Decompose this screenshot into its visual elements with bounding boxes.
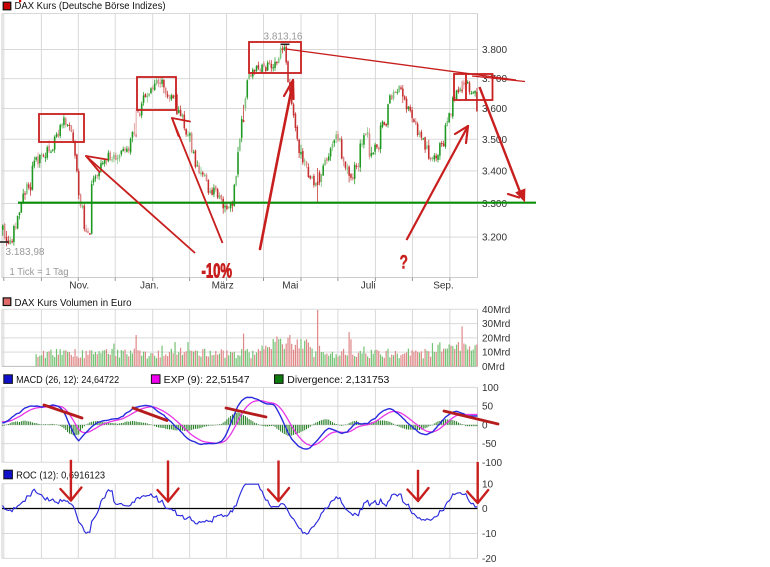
svg-text:-10%: -10% <box>202 260 233 282</box>
svg-text:0: 0 <box>482 421 488 432</box>
svg-text:0: 0 <box>482 504 488 515</box>
svg-text:Divergence: 2,131753: Divergence: 2,131753 <box>287 375 389 386</box>
svg-text:10Mrd: 10Mrd <box>482 348 510 359</box>
svg-text:Mai: Mai <box>282 281 298 292</box>
svg-text:März: März <box>212 281 234 292</box>
svg-text:-50: -50 <box>482 439 497 450</box>
svg-text:3.700: 3.700 <box>482 74 507 85</box>
svg-text:100: 100 <box>482 383 499 394</box>
svg-text:3.500: 3.500 <box>482 135 507 146</box>
svg-text:40Mrd: 40Mrd <box>482 305 510 316</box>
svg-text:50: 50 <box>482 402 494 413</box>
svg-text:3.813,16: 3.813,16 <box>264 32 303 43</box>
svg-text:0Mrd: 0Mrd <box>482 362 505 373</box>
svg-text:10: 10 <box>482 479 494 490</box>
svg-text:1 Tick = 1 Tag: 1 Tick = 1 Tag <box>10 267 69 278</box>
svg-text:EXP (9): 22,51547: EXP (9): 22,51547 <box>164 375 250 386</box>
svg-text:-100: -100 <box>482 458 502 469</box>
svg-text:3.200: 3.200 <box>482 233 507 244</box>
svg-text:3.600: 3.600 <box>482 104 507 115</box>
svg-text:MACD (26, 12): 24,64722: MACD (26, 12): 24,64722 <box>16 375 119 386</box>
svg-text:-20: -20 <box>482 554 497 565</box>
svg-text:Sep.: Sep. <box>433 281 454 292</box>
svg-text:20Mrd: 20Mrd <box>482 334 510 345</box>
svg-text:Juli: Juli <box>361 281 376 292</box>
svg-text:3.800: 3.800 <box>482 45 507 56</box>
svg-text:?: ? <box>400 253 409 274</box>
svg-text:DAX Kurs (Deutsche Börse Indiz: DAX Kurs (Deutsche Börse Indizes) <box>15 1 166 12</box>
svg-text:3.300: 3.300 <box>482 199 507 210</box>
svg-text:30Mrd: 30Mrd <box>482 319 510 330</box>
svg-text:3.183,98: 3.183,98 <box>6 247 45 258</box>
svg-text:Nov.: Nov. <box>69 281 89 292</box>
svg-text:DAX Kurs Volumen in Euro: DAX Kurs Volumen in Euro <box>15 298 132 309</box>
svg-text:Jan.: Jan. <box>140 281 159 292</box>
svg-text:3.400: 3.400 <box>482 167 507 178</box>
svg-text:ROC (12): 0,6916123: ROC (12): 0,6916123 <box>16 470 105 481</box>
svg-text:-10: -10 <box>482 529 497 540</box>
